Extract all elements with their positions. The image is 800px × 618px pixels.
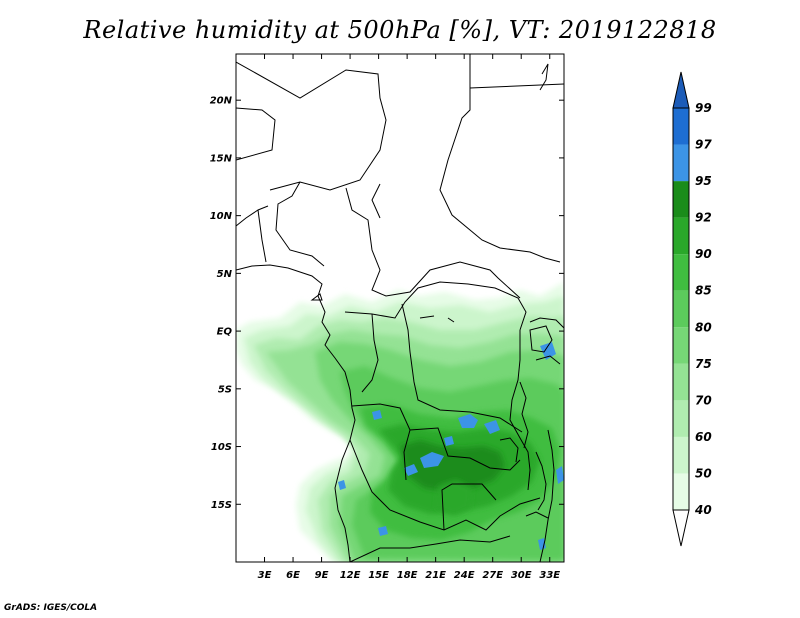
grads-credit: GrADS: IGES/COLA	[4, 603, 98, 613]
lat-tick-label: 10S	[211, 442, 232, 453]
lat-tick-label: 15N	[210, 153, 233, 164]
lon-tick-label: 33E	[539, 570, 560, 581]
colorbar-segment	[673, 327, 689, 364]
lon-tick-label: 18E	[397, 570, 418, 581]
colorbar-outline	[672, 107, 690, 511]
latitude-axis: 20N 15N 10N 5N EQ 5S 10S 15S	[210, 96, 564, 511]
colorbar-label: 97	[695, 138, 712, 152]
colorbar-label: 95	[695, 174, 712, 188]
colorbar-label: 75	[695, 357, 712, 371]
colorbar-segment	[673, 473, 689, 510]
colorbar-segment	[673, 108, 689, 145]
longitude-axis: 3E 6E 9E 12E 15E 18E 21E 24E 27E 30E 33E	[258, 54, 560, 581]
figure-title: Relative humidity at 500hPa [%], VT: 201…	[83, 16, 717, 44]
lat-tick-label: 5S	[218, 384, 232, 395]
colorbar-under-triangle	[672, 509, 690, 547]
lat-tick-label: EQ	[217, 327, 233, 338]
colorbar-segment	[673, 400, 689, 437]
lon-tick-label: 30E	[511, 570, 532, 581]
colorbar-label: 60	[695, 430, 712, 444]
lon-tick-label: 24E	[454, 570, 475, 581]
colorbar-label: 50	[695, 466, 712, 480]
colorbar-segment	[673, 363, 689, 401]
lon-tick-label: 21E	[425, 570, 446, 581]
colorbar-segment	[673, 181, 689, 218]
colorbar-over-triangle	[672, 71, 690, 109]
lon-tick-label: 3E	[258, 570, 272, 581]
map-frame	[235, 53, 565, 563]
colorbar-segment	[673, 217, 689, 255]
colorbar-segment	[673, 254, 689, 291]
humidity-field	[236, 282, 564, 562]
lat-tick-label: 10N	[210, 211, 233, 222]
colorbar-segment	[673, 436, 689, 474]
colorbar: 40 50 60 70 75 80 85 90 92 95 97 99	[672, 71, 712, 547]
lon-tick-label: 15E	[368, 570, 389, 581]
lat-tick-label: 15S	[211, 500, 232, 511]
colorbar-label: 40	[694, 503, 712, 517]
colorbar-label: 90	[695, 247, 712, 261]
colorbar-segment	[673, 144, 689, 182]
lat-tick-label: 5N	[217, 269, 233, 280]
lat-tick-label: 20N	[210, 96, 233, 107]
lon-tick-label: 12E	[340, 570, 361, 581]
colorbar-label: 70	[695, 393, 712, 407]
colorbar-label: 92	[695, 211, 712, 225]
colorbar-label: 99	[695, 101, 712, 115]
lon-tick-label: 27E	[482, 570, 503, 581]
lon-tick-label: 6E	[286, 570, 300, 581]
country-boundaries	[236, 54, 564, 562]
colorbar-label: 80	[695, 320, 712, 334]
colorbar-label: 85	[695, 284, 712, 298]
lon-tick-label: 9E	[315, 570, 329, 581]
colorbar-segment	[673, 290, 689, 328]
